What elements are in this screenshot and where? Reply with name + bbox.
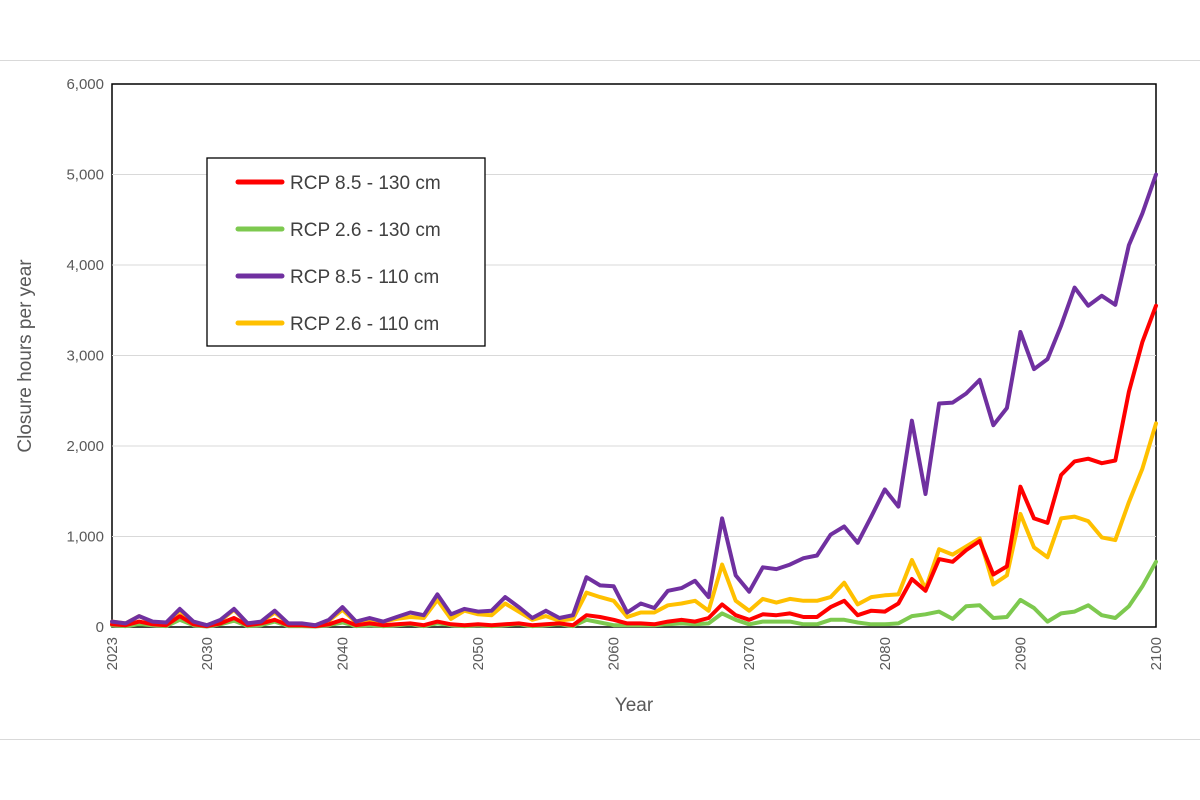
legend-label-rcp-2-6-130-cm: RCP 2.6 - 130 cm bbox=[290, 220, 441, 241]
y-tick-label: 1,000 bbox=[66, 529, 104, 546]
y-tick-label: 0 bbox=[96, 619, 104, 636]
y-tick-label: 5,000 bbox=[66, 167, 104, 184]
legend-box bbox=[206, 157, 486, 347]
x-tick-label: 2030 bbox=[199, 637, 216, 670]
series-rcp-8-5-110-cm-line bbox=[110, 172, 1158, 628]
x-tick-label: 2090 bbox=[1012, 637, 1029, 670]
x-tick-label: 2070 bbox=[741, 637, 758, 670]
legend-label-rcp-8-5-130-cm: RCP 8.5 - 130 cm bbox=[290, 173, 441, 194]
y-tick-label: 3,000 bbox=[66, 348, 104, 365]
y-tick-label: 2,000 bbox=[66, 438, 104, 455]
bottom-frame-line bbox=[0, 739, 1200, 740]
x-tick-label: 2050 bbox=[470, 637, 487, 670]
x-tick-label: 2023 bbox=[104, 637, 121, 670]
legend-label-rcp-2-6-110-cm: RCP 2.6 - 110 cm bbox=[290, 314, 439, 335]
y-axis-title: Closure hours per year bbox=[15, 259, 36, 453]
legend-label-rcp-8-5-110-cm: RCP 8.5 - 110 cm bbox=[290, 267, 439, 288]
series-rcp-8-5-130-cm-line bbox=[110, 303, 1158, 629]
x-axis-title: Year bbox=[615, 695, 654, 716]
legend: RCP 8.5 - 130 cm RCP 2.6 - 130 cm RCP 8.5 … bbox=[206, 157, 486, 347]
y-tick-label: 6,000 bbox=[66, 76, 104, 93]
series-lines bbox=[110, 172, 1158, 629]
top-frame-line bbox=[0, 60, 1200, 61]
y-tick-label: 4,000 bbox=[66, 257, 104, 274]
x-tick-labels: 2023 2030 2040 2050 2060 2070 2080 2090 2100 bbox=[104, 637, 1165, 670]
x-tick-label: 2060 bbox=[606, 637, 623, 670]
x-tick-label: 2080 bbox=[877, 637, 894, 670]
y-tick-labels: 0 1,000 2,000 3,000 4,000 5,000 6,000 bbox=[66, 76, 104, 636]
x-tick-label: 2040 bbox=[334, 637, 351, 670]
x-tick-label: 2100 bbox=[1148, 637, 1165, 670]
